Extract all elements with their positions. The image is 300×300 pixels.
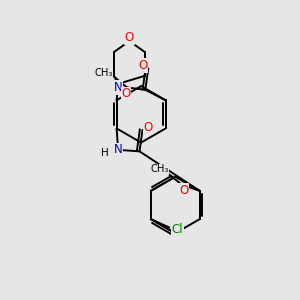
Text: N: N xyxy=(114,81,122,94)
Text: O: O xyxy=(179,184,188,197)
Text: H: H xyxy=(101,148,109,158)
Text: O: O xyxy=(125,31,134,44)
Text: N: N xyxy=(114,143,122,156)
Text: CH₃: CH₃ xyxy=(94,68,113,78)
Text: Cl: Cl xyxy=(172,223,183,236)
Text: CH₃: CH₃ xyxy=(150,164,169,175)
Text: O: O xyxy=(138,59,148,72)
Text: O: O xyxy=(122,88,130,100)
Text: O: O xyxy=(143,121,152,134)
